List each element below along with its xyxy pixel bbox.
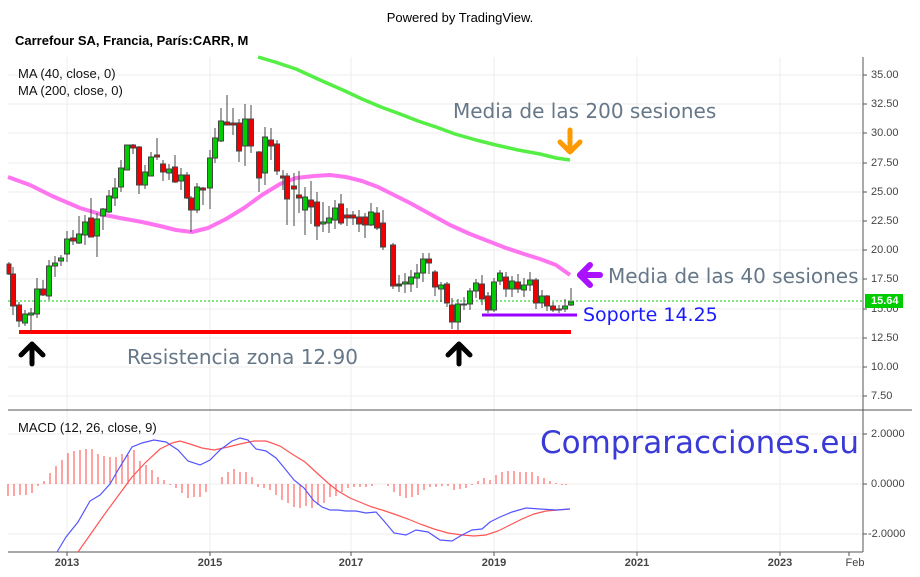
price-grid <box>8 57 862 552</box>
macd-signal-line <box>77 440 571 553</box>
ma200-line <box>257 55 571 162</box>
price-tick: 25.00 <box>871 186 899 198</box>
price-tick: 10.00 <box>871 361 899 373</box>
time-tick: 2017 <box>338 557 364 569</box>
support-annotation: Soporte 14.25 <box>583 304 718 326</box>
price-tick: 35.00 <box>871 69 899 81</box>
macd-legend: MACD (12, 26, close, 9) <box>18 420 157 435</box>
ma200-legend: MA (200, close, 0) <box>18 83 123 98</box>
price-tick: 27.50 <box>871 157 899 169</box>
ma40-annotation: Media de las 40 sesiones <box>608 264 859 288</box>
macd-tick: 2.0000 <box>871 428 905 440</box>
time-tick: 2013 <box>54 557 80 569</box>
macd-tick: -2.0000 <box>868 528 906 540</box>
powered-by-label: Powered by TradingView. <box>386 10 534 25</box>
price-tick: 7.50 <box>871 390 893 402</box>
last-price-badge: 15.64 <box>865 294 903 308</box>
macd-histogram <box>7 449 567 508</box>
resistance-annotation: Resistencia zona 12.90 <box>127 345 358 369</box>
macd-line <box>56 437 571 553</box>
time-tick: 2019 <box>481 557 507 569</box>
macd-tick: 0.0000 <box>871 478 905 490</box>
ma200-annotation: Media de las 200 sesiones <box>453 99 717 123</box>
time-tick: 2015 <box>197 557 223 569</box>
time-tick: 2023 <box>767 557 793 569</box>
symbol-title: Carrefour SA, Francia, París:CARR, M <box>15 33 249 48</box>
ma40-line <box>7 173 572 277</box>
price-tick: 12.50 <box>871 332 899 344</box>
arrow-up-left-icon <box>18 341 46 367</box>
time-tick: Feb <box>845 557 865 569</box>
price-tick: 32.50 <box>871 98 899 110</box>
price-tick: 20.00 <box>871 244 899 256</box>
time-tick: 2021 <box>624 557 650 569</box>
arrow-left-purple-icon <box>577 262 603 288</box>
arrow-up-right-icon <box>445 341 473 367</box>
price-tick: 17.50 <box>871 273 899 285</box>
price-tick: 22.50 <box>871 215 899 227</box>
price-tick: 30.00 <box>871 127 899 139</box>
axis-tick-marks <box>66 74 867 556</box>
brand-watermark: Compraracciones.eu <box>540 425 860 461</box>
arrow-down-orange-icon <box>557 127 583 155</box>
candlesticks <box>6 95 574 331</box>
ma40-legend: MA (40, close, 0) <box>18 66 116 81</box>
